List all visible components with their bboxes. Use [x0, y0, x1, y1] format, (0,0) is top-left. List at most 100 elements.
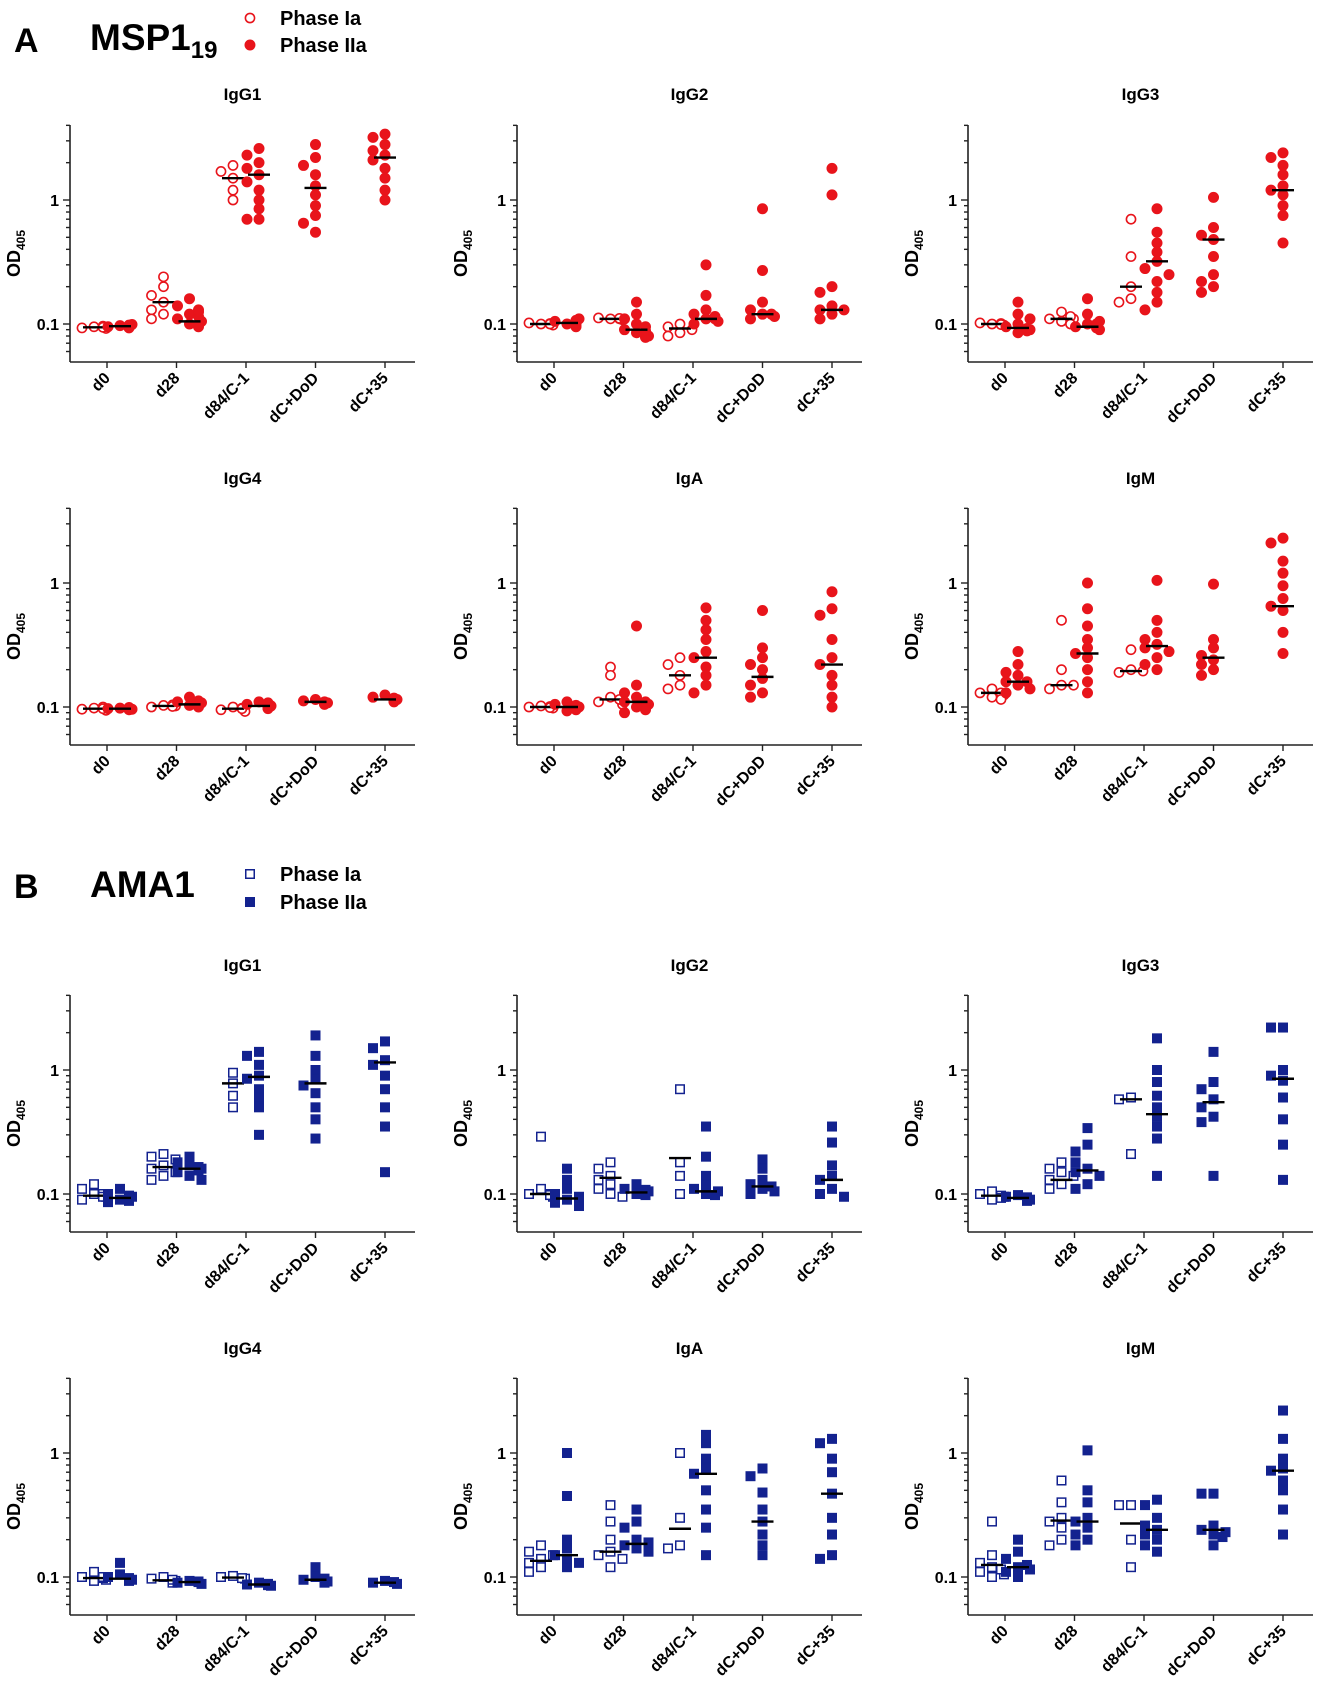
point-phase-iia: [1208, 1077, 1219, 1088]
point-phase-iia: [310, 1050, 321, 1061]
point-phase-ia: [1125, 293, 1137, 305]
point-phase-iia: [562, 1163, 572, 1174]
point-phase-iia: [310, 200, 321, 212]
point-phase-iia: [184, 293, 195, 305]
x-tick-label: d84/C-1: [647, 753, 700, 806]
point-phase-iia: [379, 162, 391, 174]
point-phase-iia: [619, 313, 630, 325]
point-phase-ia: [605, 1534, 616, 1545]
chart-panel-B-IgG3: IgG3 0.1 1 OD405 d0 d28 d84/C-1 dC+DoD dC+35: [902, 956, 1313, 1297]
point-phase-iia: [549, 315, 561, 327]
point-phase-ia: [1125, 664, 1137, 676]
point-phase-iia: [310, 1102, 321, 1113]
x-tick-label: d28: [599, 370, 631, 402]
point-phase-ia: [975, 1189, 985, 1199]
point-phase-iia: [1152, 1065, 1162, 1075]
point-phase-ia: [675, 1170, 685, 1181]
point-phase-ia: [605, 1500, 616, 1511]
legend: Phase Ia Phase IIa: [244, 8, 368, 57]
point-phase-ia: [1044, 683, 1055, 695]
point-phase-iia: [701, 1485, 711, 1496]
x-tick-label: d84/C-1: [200, 1623, 253, 1676]
point-phase-iia: [253, 143, 265, 155]
point-phase-iia: [1277, 626, 1289, 638]
point-phase-iia: [1082, 1139, 1093, 1150]
legend-label-phase-iia: Phase IIa: [280, 35, 368, 57]
chart-panel-B-IgA: IgA 0.1 1 OD405 d0 d28 d84/C-1 dC+DoD dC+35: [451, 1339, 862, 1680]
point-phase-ia: [593, 1550, 604, 1561]
x-tick-label: dC+DoD: [1163, 1240, 1220, 1297]
point-phase-iia: [380, 1084, 390, 1095]
legend-open-marker: [245, 869, 255, 879]
point-phase-iia: [1208, 281, 1219, 293]
point-phase-iia: [1278, 1092, 1288, 1103]
point-phase-iia: [700, 634, 712, 646]
y-tick-label: 1: [948, 576, 957, 593]
point-phase-ia: [1125, 213, 1137, 225]
x-tick-label: d28: [1050, 753, 1082, 785]
point-phase-ia: [593, 1163, 604, 1174]
point-phase-iia: [1151, 276, 1163, 288]
point-phase-iia: [1151, 226, 1163, 238]
y-axis-label: OD405: [451, 613, 475, 660]
point-phase-iia: [193, 304, 204, 316]
point-phase-iia: [388, 692, 400, 704]
y-axis-label: OD405: [4, 613, 28, 660]
point-phase-ia: [1056, 1497, 1067, 1508]
point-phase-iia: [172, 1167, 183, 1178]
point-phase-iia: [310, 1030, 321, 1041]
x-tick-label: d0: [89, 753, 114, 778]
x-tick-label: d84/C-1: [1098, 1623, 1151, 1676]
point-phase-iia: [310, 1065, 321, 1075]
point-phase-iia: [757, 1174, 768, 1185]
y-tick-label: 1: [948, 193, 957, 210]
point-phase-ia: [662, 659, 674, 670]
point-phase-ia: [146, 304, 157, 316]
point-phase-ia: [227, 701, 239, 713]
point-phase-iia: [1208, 654, 1219, 666]
x-tick-label: d0: [987, 1623, 1012, 1648]
point-phase-iia: [242, 1050, 252, 1061]
y-axis-label: OD405: [902, 1100, 926, 1147]
legend-open-marker: [244, 12, 256, 24]
point-phase-iia: [1151, 652, 1163, 664]
point-phase-ia: [593, 1183, 604, 1194]
point-phase-iia: [562, 1534, 572, 1545]
x-tick-label: d84/C-1: [1098, 753, 1151, 806]
point-phase-ia: [1044, 1183, 1055, 1194]
point-phase-iia: [561, 696, 573, 708]
y-tick-label: 0.1: [37, 317, 59, 334]
point-phase-iia: [1082, 1179, 1093, 1190]
point-phase-ia: [1113, 667, 1125, 678]
point-phase-iia: [367, 145, 379, 157]
y-tick-label: 0.1: [484, 700, 506, 717]
point-phase-iia: [1278, 1529, 1288, 1540]
point-phase-iia: [1277, 237, 1289, 249]
point-phase-ia: [1056, 1179, 1067, 1190]
point-phase-ia: [675, 1448, 685, 1458]
point-phase-iia: [619, 1183, 630, 1194]
point-phase-iia: [1082, 664, 1093, 676]
point-phase-ia: [674, 318, 686, 330]
point-phase-iia: [254, 1092, 264, 1103]
point-phase-ia: [1113, 296, 1125, 308]
point-phase-ia: [146, 313, 157, 325]
point-phase-iia: [745, 691, 756, 703]
point-phase-iia: [1277, 555, 1289, 567]
point-phase-ia: [1126, 1500, 1136, 1511]
point-phase-iia: [1277, 209, 1289, 221]
point-phase-iia: [1151, 237, 1163, 249]
legend-label-phase-ia: Phase Ia: [280, 8, 362, 30]
point-phase-iia: [298, 159, 309, 171]
point-phase-iia: [1082, 293, 1093, 305]
y-tick-label: 1: [948, 1446, 957, 1463]
point-phase-ia: [536, 1131, 546, 1142]
point-phase-iia: [815, 1189, 825, 1199]
point-phase-iia: [757, 1463, 768, 1474]
point-phase-iia: [1196, 1102, 1207, 1113]
point-phase-iia: [700, 289, 712, 301]
point-phase-iia: [1151, 286, 1163, 298]
point-phase-iia: [379, 172, 391, 184]
point-phase-iia: [700, 646, 712, 658]
point-phase-iia: [1278, 1075, 1288, 1086]
